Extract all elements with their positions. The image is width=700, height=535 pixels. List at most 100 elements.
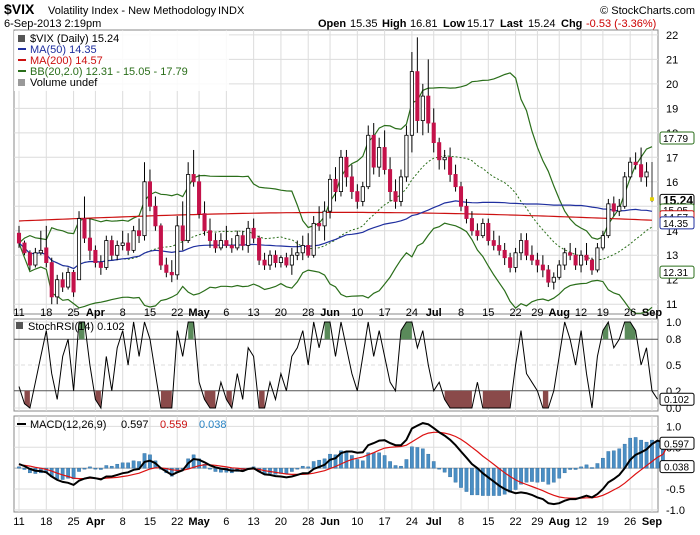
candle-body bbox=[142, 181, 147, 237]
macd-hist-bar bbox=[213, 467, 218, 472]
candle-body bbox=[611, 203, 616, 212]
x-tick-label: 18 bbox=[40, 307, 52, 319]
legend-macd-v1: 0.597 bbox=[121, 419, 149, 431]
macd-hist-bar bbox=[431, 461, 436, 469]
stoch-y-tick: 0.0 bbox=[666, 403, 681, 415]
macd-hist-bar bbox=[273, 467, 278, 475]
macd-hist-bar bbox=[355, 459, 360, 469]
macd-signal-line bbox=[18, 431, 669, 499]
candle-body bbox=[311, 223, 316, 256]
candle-body bbox=[606, 203, 611, 237]
candle-body bbox=[448, 156, 453, 175]
macd-tag bbox=[659, 460, 695, 474]
candle-body bbox=[262, 259, 267, 266]
x-tick-label: Jul bbox=[426, 307, 442, 319]
ma200-line bbox=[18, 211, 653, 222]
macd-hist-bar bbox=[590, 467, 594, 469]
candle-body bbox=[213, 240, 218, 249]
candle-body bbox=[257, 237, 262, 261]
macd-tag-label: 0.038 bbox=[664, 463, 689, 474]
macd-hist-bar bbox=[22, 467, 27, 470]
macd-hist-bar bbox=[191, 454, 196, 469]
macd-hist-bar bbox=[519, 467, 523, 485]
candle-body bbox=[109, 240, 114, 256]
x-tick-label: Jul bbox=[426, 516, 442, 528]
candle-body bbox=[240, 235, 245, 246]
candle-body bbox=[595, 247, 600, 271]
x-tick-label: 11 bbox=[13, 307, 24, 319]
macd-hist-bar bbox=[382, 455, 387, 469]
candle-body bbox=[98, 262, 103, 268]
macd-hist-bar bbox=[60, 467, 65, 480]
candle-body bbox=[431, 122, 436, 144]
price-tag-label: 17.79 bbox=[663, 134, 688, 145]
x-tick-label: 10 bbox=[351, 307, 363, 319]
stochrsi-series bbox=[18, 320, 658, 410]
macd-y-tick: -1.0 bbox=[666, 505, 685, 517]
macd-series bbox=[17, 422, 671, 506]
candle-body bbox=[322, 210, 327, 227]
x-tick-label: 8 bbox=[120, 516, 126, 528]
candle-body bbox=[366, 134, 371, 188]
last-value: 15.24 bbox=[528, 18, 556, 30]
candle-body bbox=[76, 218, 82, 281]
macd-hist-bar bbox=[120, 462, 125, 469]
stoch-fill bbox=[482, 390, 511, 408]
macd-hist-bar bbox=[562, 467, 567, 474]
x-tick-label: 22 bbox=[509, 307, 521, 319]
macd-hist-bar bbox=[480, 467, 485, 496]
candle-body bbox=[518, 240, 524, 254]
candle-body bbox=[404, 134, 409, 178]
macd-hist-bar bbox=[464, 467, 469, 492]
candle-body bbox=[426, 95, 431, 124]
candle-body bbox=[186, 174, 191, 241]
candle-body bbox=[551, 276, 556, 283]
candle-body bbox=[267, 254, 273, 266]
stoch-y-tick: 0.8 bbox=[666, 334, 681, 346]
stoch-fill bbox=[95, 390, 101, 408]
candle-body bbox=[115, 245, 120, 256]
y-tick-label: 16 bbox=[666, 177, 678, 189]
x-tick-label: May bbox=[188, 516, 210, 528]
x-tick-label: 15 bbox=[144, 307, 156, 319]
candle-body bbox=[235, 235, 240, 249]
candle-body bbox=[27, 252, 32, 266]
macd-hist-bar bbox=[104, 465, 109, 469]
candle-body bbox=[644, 171, 649, 178]
candle-body bbox=[437, 142, 442, 161]
macd-hist-bar bbox=[388, 461, 392, 469]
bb-lower-line bbox=[18, 222, 653, 314]
volume-swatch-icon bbox=[18, 79, 25, 86]
macd-tag bbox=[659, 436, 695, 450]
legend-ma50: MA(50) 14.35 bbox=[30, 44, 97, 56]
candle-body bbox=[306, 245, 311, 256]
macd-hist-bar bbox=[459, 467, 463, 488]
stoch-legend: StochRSI(14) 0.102 bbox=[16, 321, 125, 333]
stoch-y-tick: 0.5 bbox=[666, 360, 681, 372]
x-tick-label: 25 bbox=[67, 307, 79, 319]
x-tick-label: 17 bbox=[378, 307, 390, 319]
macd-hist-bar bbox=[93, 467, 98, 470]
x-tick-label: 26 bbox=[624, 516, 636, 528]
x-tick-label: 15 bbox=[144, 516, 156, 528]
macd-hist-bar bbox=[295, 467, 300, 470]
candle-body bbox=[579, 254, 584, 266]
stoch-fill bbox=[324, 322, 330, 340]
macd-hist-bar bbox=[497, 467, 502, 496]
macd-line bbox=[18, 422, 669, 506]
stoch-fill bbox=[24, 390, 30, 408]
x-tick-label: 22 bbox=[171, 307, 183, 319]
macd-hist-bar bbox=[541, 467, 545, 482]
candle-body bbox=[71, 271, 76, 293]
candle-body bbox=[197, 181, 202, 215]
x-tick-label: 29 bbox=[531, 516, 543, 528]
x-tick-label: 19 bbox=[597, 307, 609, 319]
price-tag-label: 14.35 bbox=[663, 219, 688, 230]
macd-hist-bar bbox=[557, 467, 562, 479]
candle-body bbox=[164, 264, 169, 273]
candle-body bbox=[420, 95, 425, 121]
macd-y-tick: 1.0 bbox=[666, 421, 681, 433]
x-tick-label: 17 bbox=[378, 516, 390, 528]
macd-hist-bar bbox=[82, 467, 87, 470]
